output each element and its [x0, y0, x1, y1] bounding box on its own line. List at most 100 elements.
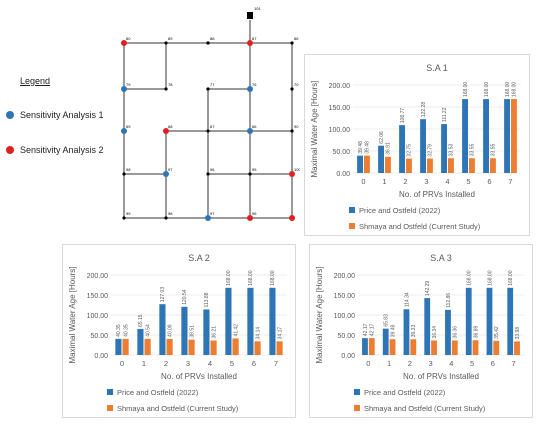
bar-s2-7: [276, 341, 283, 355]
data-label: 112.86: [446, 293, 452, 308]
y-tick-label: 150.00: [87, 293, 109, 300]
node-3-0: [122, 172, 126, 176]
data-label: 168.00: [463, 82, 469, 98]
legend-swatch-series1: [354, 389, 360, 395]
legend-dot-sa2: [6, 146, 14, 154]
x-tick-label: 3: [424, 177, 428, 186]
node-label: 88: [210, 36, 215, 41]
data-label: 40.35: [116, 324, 122, 337]
bar-s1-2: [403, 309, 410, 355]
data-label: 168.00: [226, 270, 232, 286]
x-tick-label: 4: [208, 359, 212, 368]
x-axis-label: No. of PRVs Installed: [399, 190, 475, 199]
node-label: 76: [252, 82, 257, 87]
data-label: 39.48: [390, 324, 396, 337]
bar-s2-1: [144, 338, 151, 355]
data-label: 34.14: [255, 327, 261, 340]
data-label: 142.29: [425, 281, 431, 297]
legend-swatch-series2: [349, 223, 355, 229]
x-tick-label: 0: [361, 177, 365, 186]
node-0-2: [206, 41, 210, 45]
legend-label-series2: Shmaya and Ostfeld (Current Study): [364, 404, 486, 413]
node-4-3: [247, 215, 253, 221]
bar-s2-1: [385, 156, 391, 173]
legend-swatch-series1: [107, 389, 113, 395]
y-axis-label: Maximal Water Age [Hours]: [315, 266, 324, 363]
bar-s1-1: [378, 145, 384, 173]
bar-s1-7: [504, 99, 510, 173]
bar-s1-3: [181, 306, 188, 355]
bar-s2-2: [410, 339, 417, 355]
legend-swatch-series2: [107, 405, 113, 411]
bar-s1-6: [247, 287, 254, 355]
data-label: 168.00: [467, 270, 473, 286]
x-axis-label: No. of PRVs Installed: [403, 372, 479, 381]
data-label: 62.06: [379, 131, 385, 144]
y-tick-label: 100.00: [329, 127, 351, 134]
bar-s2-6: [254, 341, 261, 355]
chart-sa2: S.A 2 Maximal Water Age [Hours] 0.00 50.00 1…: [68, 253, 287, 413]
bar-s2-6: [490, 158, 496, 173]
tank-label: 101: [254, 6, 261, 11]
bar-s1-5: [462, 99, 468, 173]
node-label: 100: [294, 167, 300, 172]
data-label: 32.79: [428, 144, 434, 157]
x-tick-label: 2: [403, 177, 407, 186]
x-tick-label: 0: [366, 359, 370, 368]
node-0-4: [290, 41, 294, 45]
bar-s2-6: [493, 340, 500, 355]
node-label: 96: [252, 211, 257, 216]
network-diagram: 101 80 89 88 87 86 79 78 77 76 70 69 68 67 66 90 98 97 96 9…: [121, 6, 300, 221]
node-3-2: [206, 172, 210, 176]
y-tick-label: 200.00: [329, 83, 351, 90]
node-label: 86: [294, 36, 299, 41]
node-label: 78: [168, 82, 173, 87]
x-tick-label: 7: [512, 359, 516, 368]
x-tick-label: 5: [470, 359, 474, 368]
bar-s2-5: [232, 338, 239, 355]
legend-swatch-series2: [354, 405, 360, 411]
x-tick-label: 4: [445, 177, 449, 186]
y-tick-label: 150.00: [329, 105, 351, 112]
node-label: 98: [168, 211, 173, 216]
node-1-1: [164, 87, 168, 91]
bar-s1-3: [424, 298, 431, 355]
data-label: 168.00: [512, 82, 518, 98]
node-1-2: [206, 87, 210, 91]
bar-s1-0: [115, 338, 122, 355]
legend-label-series1: Price and Ostfeld (2022): [359, 206, 441, 215]
node-label: 79: [126, 82, 131, 87]
bar-s2-0: [368, 338, 375, 355]
x-tick-label: 7: [508, 177, 512, 186]
data-label: 65.83: [384, 314, 390, 327]
legend-label-sa1: Sensitivity Analysis 1: [20, 110, 104, 120]
y-tick-label: 100.00: [334, 313, 356, 320]
chart-title: S.A 2: [188, 253, 210, 263]
bar-s1-4: [203, 309, 210, 355]
bar-s2-2: [166, 338, 173, 355]
legend-item-sa2: Sensitivity Analysis 2: [6, 145, 104, 155]
data-label: 111.22: [442, 107, 448, 122]
bar-s2-5: [472, 340, 479, 355]
legend-swatch-series1: [349, 207, 355, 213]
bar-s2-3: [431, 340, 437, 355]
data-label: 36.21: [211, 326, 217, 339]
bar-s1-6: [483, 99, 489, 173]
bar-s1-5: [225, 287, 232, 355]
y-tick-label: 100.00: [87, 313, 109, 320]
data-label: 40.35: [123, 324, 129, 337]
x-tick-label: 0: [120, 359, 124, 368]
node-label: 90: [294, 124, 299, 129]
bar-s1-1: [382, 328, 389, 355]
data-label: 114.34: [404, 292, 410, 307]
bar-s2-0: [364, 155, 370, 173]
node-label: 66: [252, 124, 257, 129]
node-0-3: [247, 40, 253, 46]
node-0-1: [164, 41, 168, 45]
node-label: 68: [168, 124, 173, 129]
legend-label-sa2: Sensitivity Analysis 2: [20, 145, 104, 155]
y-tick-label: 0.00: [94, 353, 108, 360]
x-tick-label: 3: [429, 359, 433, 368]
chart-panel-sa1: S.A 1 Maximal Water Age [Hours] 0.00 50.00 1…: [304, 54, 530, 236]
x-tick-label: 5: [466, 177, 470, 186]
